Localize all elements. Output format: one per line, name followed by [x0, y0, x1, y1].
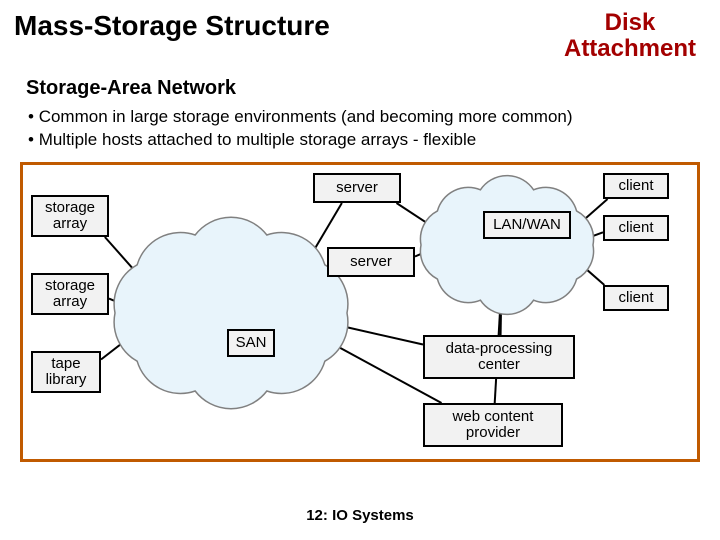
edge	[340, 325, 423, 344]
node-wcp: web content provider	[423, 403, 563, 447]
subtitle: Disk Attachment	[564, 10, 696, 63]
diagram-edges	[23, 165, 697, 459]
node-dpc: data-processing center	[423, 335, 575, 379]
slide-header: Mass-Storage Structure Disk Attachment	[0, 0, 720, 63]
list-item: Multiple hosts attached to multiple stor…	[28, 129, 720, 152]
list-item: Common in large storage environments (an…	[28, 106, 720, 129]
cloud-label-san: SAN	[227, 329, 275, 357]
node-tape: tape library	[31, 351, 101, 393]
subtitle-line1: Disk	[605, 9, 656, 36]
subtitle-line2: Attachment	[564, 35, 696, 62]
bullet-list: Common in large storage environments (an…	[0, 106, 720, 160]
node-client1: client	[603, 173, 669, 199]
slide-footer: 12: IO Systems	[0, 507, 720, 524]
node-storage1: storage array	[31, 195, 109, 237]
lanwan-cloud	[420, 175, 593, 314]
node-client3: client	[603, 285, 669, 311]
main-title: Mass-Storage Structure	[14, 10, 330, 42]
cloud-label-lanwan: LAN/WAN	[483, 211, 571, 239]
node-server2: server	[327, 247, 415, 277]
san-cloud	[114, 217, 348, 408]
node-storage2: storage array	[31, 273, 109, 315]
node-client2: client	[603, 215, 669, 241]
node-server1: server	[313, 173, 401, 203]
san-diagram: storage array storage array tape library se…	[20, 162, 700, 462]
section-title: Storage-Area Network	[0, 63, 720, 106]
